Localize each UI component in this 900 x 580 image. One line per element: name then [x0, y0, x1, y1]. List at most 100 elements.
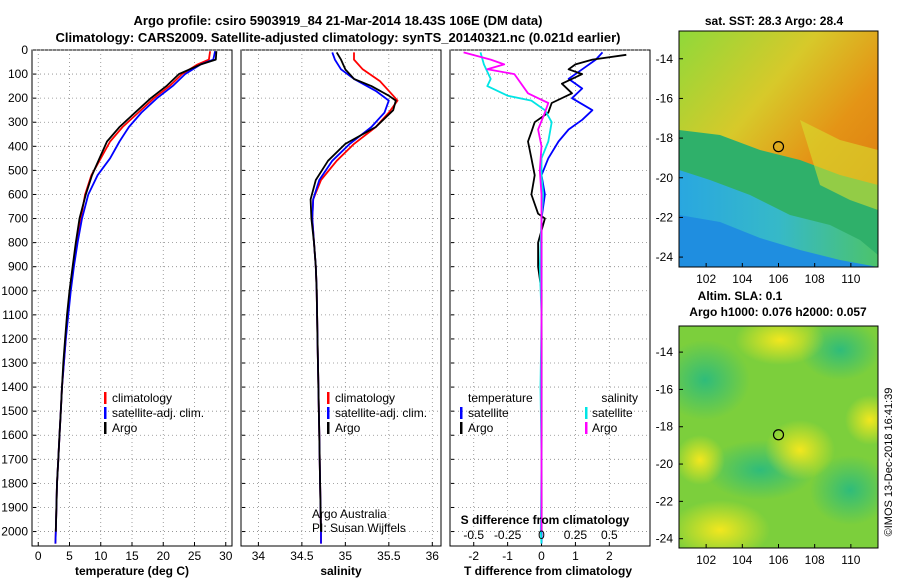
depth-tick-label: 1800	[1, 476, 28, 490]
legend-label-argo: Argo	[335, 421, 361, 435]
map-y-tick-label: -24	[656, 250, 674, 264]
depth-tick-label: 1100	[2, 308, 28, 322]
legend-label-argo: Argo	[112, 421, 138, 435]
depth-tick-label: 1300	[1, 356, 28, 370]
credit-line-1: Argo Australia	[312, 507, 387, 521]
legend-label-s-satellite: satellite	[592, 406, 633, 420]
x-tick-label: 35.5	[377, 549, 401, 563]
salinity-xlabel: salinity	[320, 564, 362, 578]
x-tick-label: 36	[426, 549, 440, 563]
depth-tick-label: 1200	[1, 332, 28, 346]
map-x-tick-label: 102	[696, 272, 716, 286]
x-tick-label: 15	[125, 549, 139, 563]
legend-label-t-satellite: satellite	[468, 406, 509, 420]
x-tick-label: 34	[252, 549, 266, 563]
map-x-tick-label: 110	[841, 553, 860, 567]
sla-map-ticks: 102 104 106 108 110 -14 -16 -18 -20 -22 -24	[656, 345, 861, 567]
map-y-tick-label: -16	[656, 382, 674, 396]
depth-tick-label: 800	[8, 236, 28, 250]
sst-map-title: sat. SST: 28.3 Argo: 28.4	[705, 14, 844, 28]
depth-tick-labels: 0 100 200 300 400 500 600 700 800 900 1000 1100 1200…	[1, 43, 454, 539]
x-tick-label: -1	[502, 549, 513, 563]
legend-swatch-argo	[104, 422, 107, 434]
sla-map	[679, 326, 878, 548]
x-tick-label: 35	[339, 549, 353, 563]
series-line-argo	[309, 51, 397, 532]
sst-map	[679, 31, 878, 267]
legend-swatch-t-satellite	[460, 407, 463, 419]
depth-tick-label: 900	[8, 260, 28, 274]
credit-line-2: PI: Susan Wijffels	[312, 521, 406, 535]
legend-swatch-argo	[327, 422, 330, 434]
x-tick-label: 0	[35, 549, 42, 563]
depth-tick-label: 200	[8, 91, 28, 105]
map-y-tick-label: -24	[656, 532, 674, 546]
legend-label-satellite: satellite-adj. clim.	[112, 406, 204, 420]
map-y-tick-label: -22	[656, 210, 674, 224]
legend-swatch-s-argo	[585, 422, 588, 434]
legend-label-climatology: climatology	[112, 391, 172, 405]
depth-tick-label: 1500	[1, 404, 28, 418]
map-x-tick-label: 106	[768, 553, 788, 567]
legend-swatch-climatology	[327, 392, 330, 404]
s-difference-label: S difference from climatology	[461, 513, 630, 527]
depth-tick-label: 500	[8, 163, 28, 177]
legend-swatch-satellite	[104, 407, 107, 419]
title-line-1: Argo profile: csiro 5903919_84 21-Mar-20…	[134, 13, 543, 28]
depth-tick-label: 100	[8, 67, 28, 81]
map-x-tick-label: 104	[732, 553, 752, 567]
legend-label-t-argo: Argo	[468, 421, 494, 435]
map-x-tick-label: 106	[768, 272, 788, 286]
s-difference-ticks: -0.5 -0.25 0 0.25 0.5	[463, 528, 618, 542]
x-tick-label: 1	[572, 549, 579, 563]
depth-tick-label: 600	[8, 187, 28, 201]
series-line-climatology	[311, 52, 399, 544]
depth-tick-label: 400	[8, 139, 28, 153]
s-tick-label: -0.25	[494, 528, 522, 542]
map-x-tick-label: 108	[805, 272, 825, 286]
legend-swatch-climatology	[104, 392, 107, 404]
x-tick-labels: 0 5 10 15 20 25 30 34 34.5 35 35.5 36 -2 -1 0 1 2	[35, 542, 613, 563]
legend-swatch-s-satellite	[585, 407, 588, 419]
profile-lines	[54, 51, 627, 544]
x-tick-label: 5	[66, 549, 73, 563]
legend-title-temperature: temperature	[468, 391, 533, 405]
legend-title-salinity: salinity	[601, 391, 638, 405]
depth-tick-label: 2000	[1, 525, 28, 539]
x-tick-label: 34.5	[290, 549, 314, 563]
depth-tick-label: 1400	[1, 380, 28, 394]
footer-timestamp: ©IMOS 13-Dec-2018 16:41:39	[883, 388, 895, 537]
s-tick-label: 0	[538, 528, 545, 542]
legend-label-climatology: climatology	[335, 391, 395, 405]
depth-tick-label: 300	[8, 115, 28, 129]
x-tick-label: -2	[468, 549, 479, 563]
s-tick-label: -0.5	[463, 528, 484, 542]
x-tick-label: 2	[606, 549, 613, 563]
depth-tick-label: 1900	[1, 500, 28, 514]
series-line-t-argo	[527, 53, 627, 532]
series-line-climatology	[54, 51, 211, 544]
map-y-tick-label: -20	[656, 457, 674, 471]
map-x-tick-label: 102	[696, 553, 716, 567]
x-tick-label: 10	[94, 549, 108, 563]
depth-tick-label: 1700	[1, 452, 28, 466]
title-line-2: Climatology: CARS2009. Satellite-adjuste…	[56, 30, 621, 45]
depth-tick-label: 0	[21, 43, 28, 57]
s-tick-label: 0.5	[601, 528, 618, 542]
legend-swatch-t-argo	[460, 422, 463, 434]
difference-axes	[449, 49, 651, 547]
x-tick-label: 0	[538, 549, 545, 563]
series-line-satellite-adj-clim-	[54, 51, 216, 544]
s-tick-label: 0.25	[564, 528, 588, 542]
x-tick-label: 25	[188, 549, 202, 563]
sla-map-subtitle: Argo h1000: 0.076 h2000: 0.057	[689, 305, 867, 319]
x-tick-label: 20	[157, 549, 171, 563]
map-y-tick-label: -22	[656, 494, 674, 508]
difference-xlabel: T difference from climatology	[464, 564, 632, 578]
map-y-tick-label: -18	[656, 420, 674, 434]
map-y-tick-label: -14	[656, 52, 674, 66]
salinity-axes	[240, 49, 442, 547]
map-x-tick-label: 108	[805, 553, 825, 567]
legend-swatch-satellite	[327, 407, 330, 419]
x-tick-label: 30	[219, 549, 233, 563]
